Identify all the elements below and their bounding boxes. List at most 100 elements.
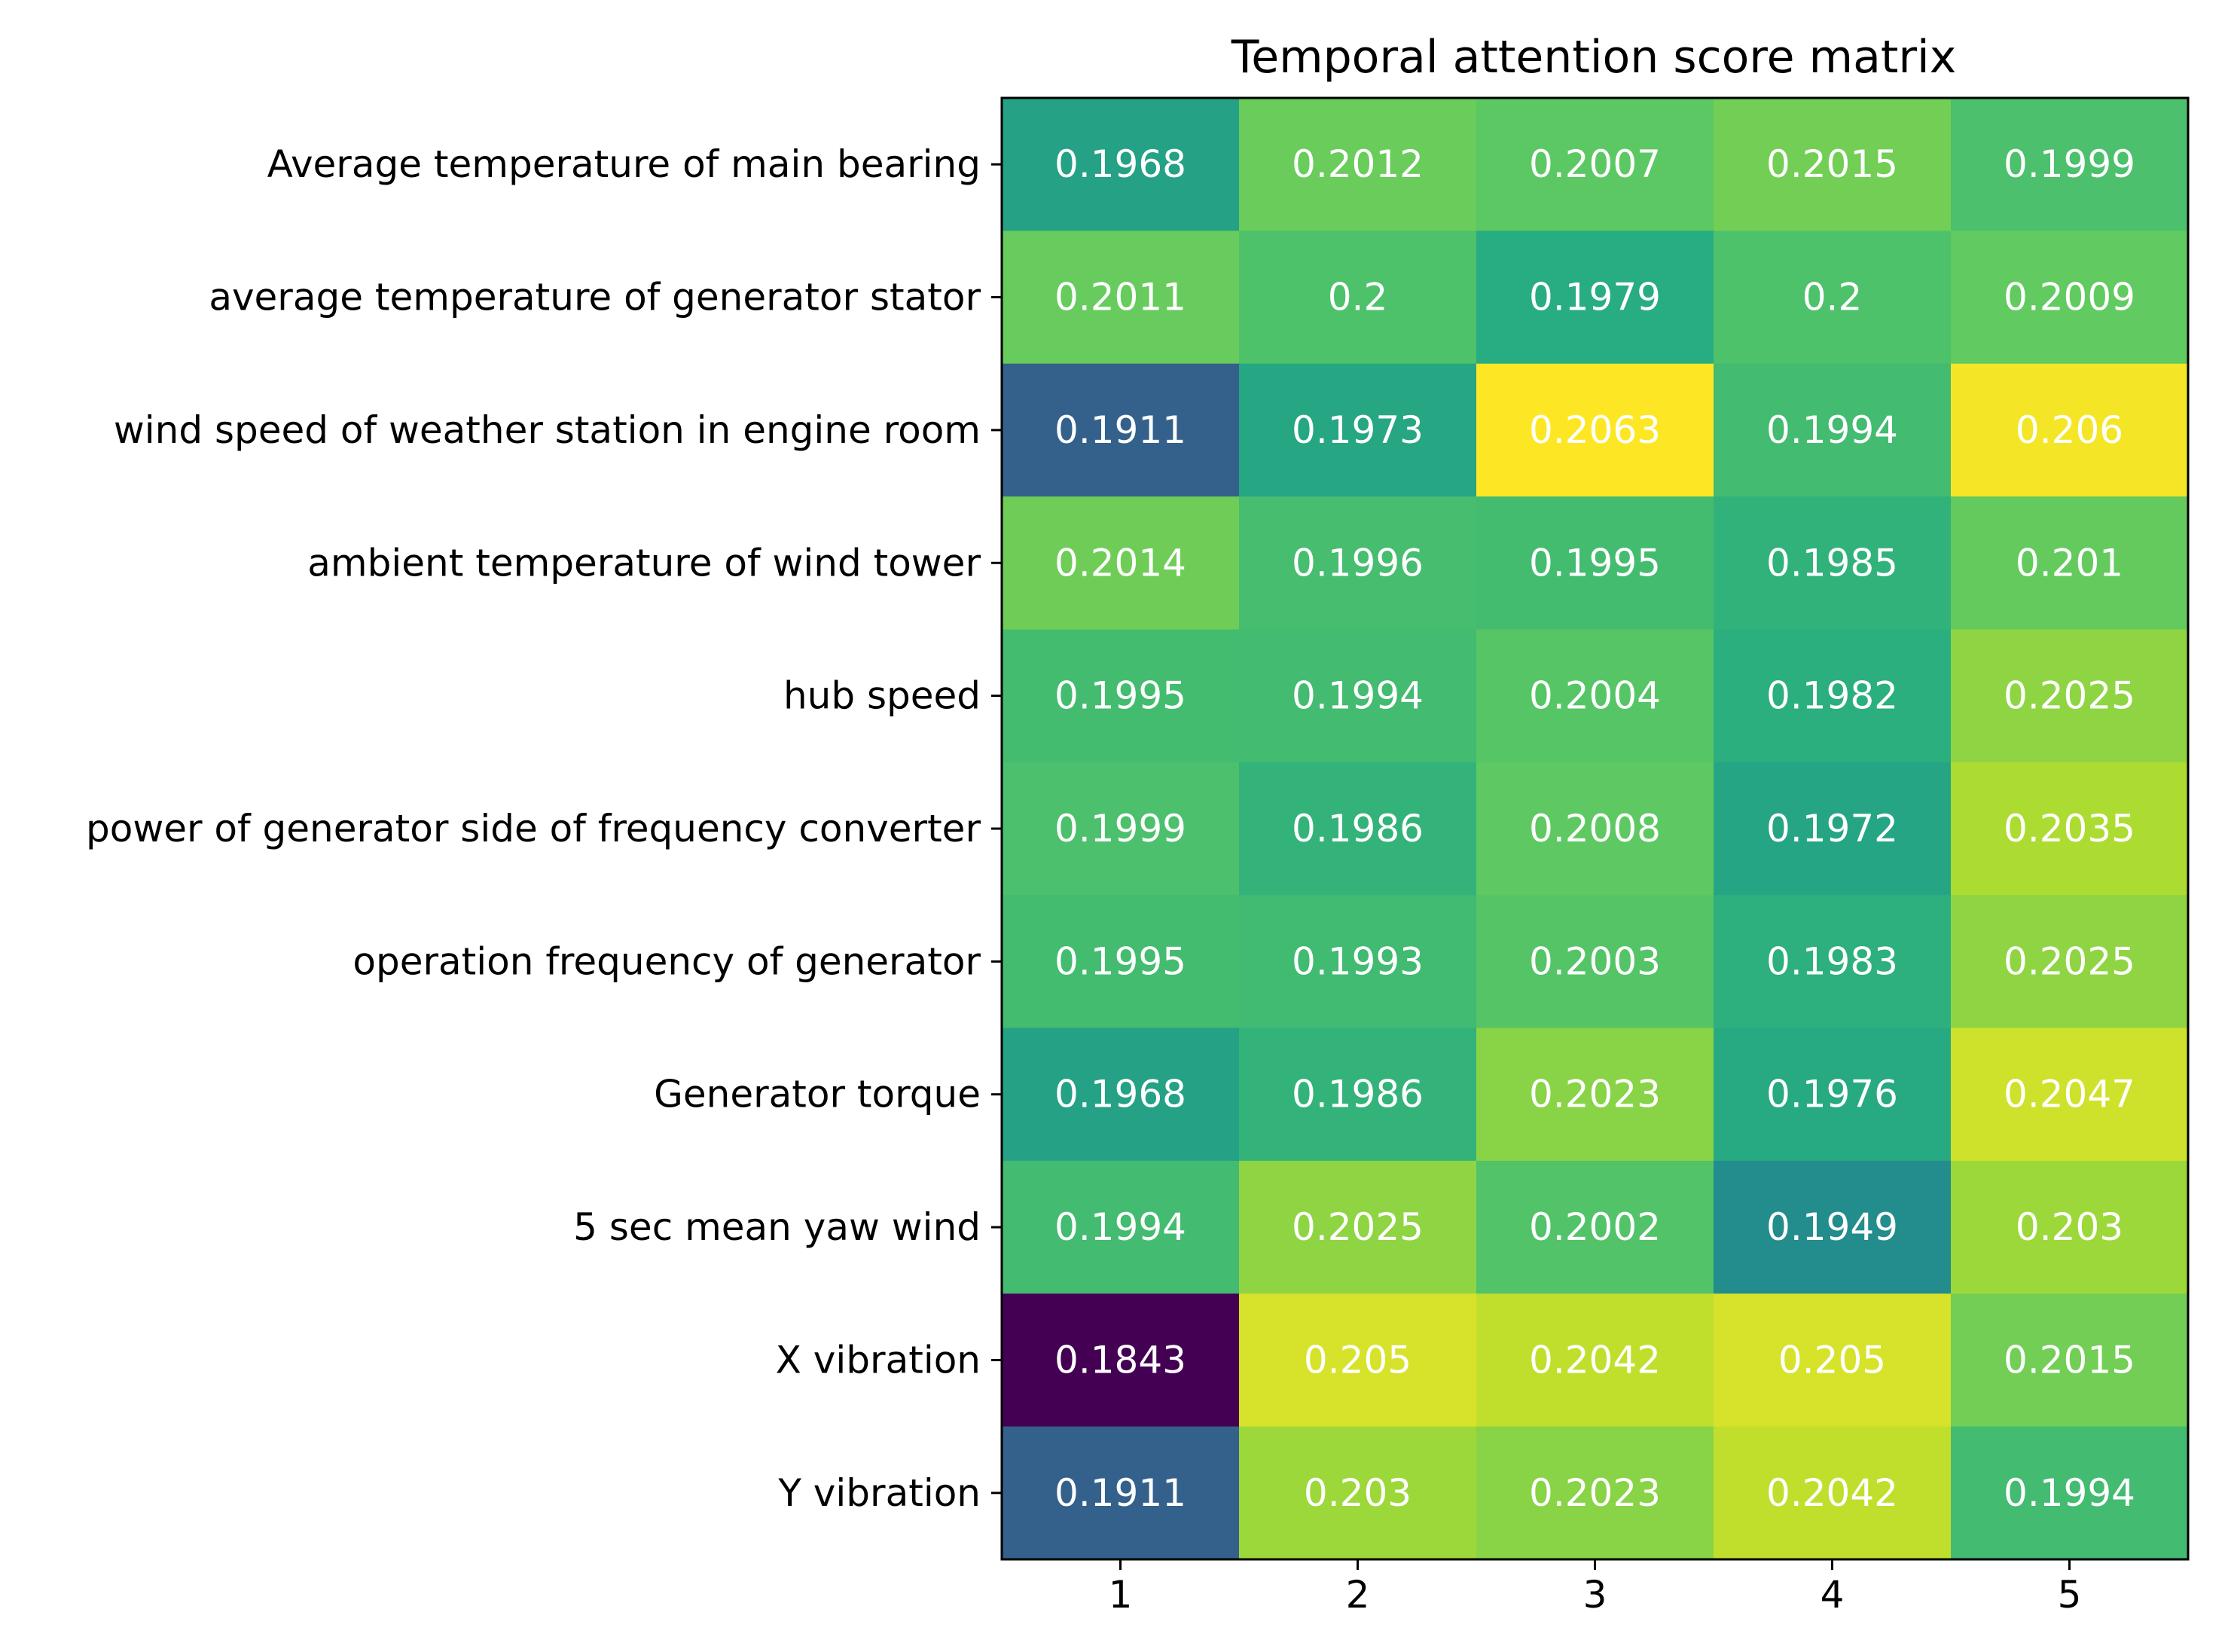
y-tick-label: 5 sec mean yaw wind	[573, 1205, 981, 1249]
heatmap-cell	[1476, 363, 1714, 497]
heatmap-cell	[1951, 98, 2189, 231]
cell-value-label: 0.2042	[1529, 1338, 1661, 1382]
cell-value-label: 0.2015	[1766, 142, 1898, 186]
x-axis: 1 2 3 4 5	[1109, 1559, 2082, 1617]
heatmap-cell	[1476, 98, 1714, 231]
heatmap-cell	[1951, 1293, 2189, 1428]
cell-value-label: 0.1968	[1054, 142, 1186, 186]
heatmap-cell	[1714, 363, 1952, 497]
cell-value-label: 0.2015	[2004, 1338, 2135, 1382]
heatmap-cell	[1476, 231, 1714, 365]
y-axis: Average temperature of main bearing avera…	[86, 142, 1002, 1515]
heatmap-cell	[1476, 1028, 1714, 1162]
heatmap-cell	[1714, 762, 1952, 896]
heatmap-cell	[1714, 1160, 1952, 1294]
cell-value-label: 0.2012	[1292, 142, 1424, 186]
cell-value-label: 0.1985	[1766, 541, 1898, 585]
heatmap-cell	[1951, 496, 2189, 631]
cell-value-label: 0.2025	[2004, 939, 2135, 983]
heatmap-cell	[1239, 496, 1477, 631]
cell-value-label: 0.1911	[1054, 408, 1186, 452]
heatmap-cell	[1239, 1293, 1477, 1428]
cell-value-label: 0.2014	[1054, 541, 1186, 585]
heatmap-cell	[1476, 496, 1714, 631]
heatmap-cell	[1951, 762, 2189, 896]
y-tick-label: Y vibration	[777, 1471, 981, 1515]
heatmap-cell	[1239, 895, 1477, 1029]
heatmap-cell	[1951, 231, 2189, 365]
heatmap-cell	[1002, 1028, 1240, 1162]
cell-value-label: 0.1968	[1054, 1073, 1186, 1116]
cell-value-label: 0.2025	[2004, 674, 2135, 718]
cell-value-label: 0.1983	[1766, 939, 1898, 983]
y-tick-label: hub speed	[783, 674, 981, 718]
heatmap-cell	[1714, 496, 1952, 631]
cell-value-label: 0.1973	[1292, 408, 1424, 452]
cell-value-label: 0.205	[1778, 1338, 1886, 1382]
cell-value-label: 0.1979	[1529, 276, 1661, 319]
cell-value-label: 0.1843	[1054, 1338, 1186, 1382]
cell-value-label: 0.1986	[1292, 807, 1424, 850]
heatmap-cell	[1714, 98, 1952, 231]
heatmap-cell	[1951, 895, 2189, 1029]
cell-value-label: 0.206	[2016, 408, 2123, 452]
cell-value-label: 0.2004	[1529, 674, 1661, 718]
cell-value-label: 0.1995	[1529, 541, 1661, 585]
y-tick-label: wind speed of weather station in engine …	[114, 408, 981, 452]
heatmap-cell	[1951, 363, 2189, 497]
cell-value-label: 0.2047	[2004, 1073, 2135, 1116]
cell-value-label: 0.203	[1304, 1471, 1412, 1515]
heatmap-cell	[1714, 895, 1952, 1029]
heatmap-cell	[1239, 231, 1477, 365]
plot-frame	[1000, 96, 2190, 1561]
cell-value-label: 0.2003	[1529, 939, 1661, 983]
cell-value-label: 0.1995	[1054, 674, 1186, 718]
cell-value-label: 0.2042	[1766, 1471, 1898, 1515]
y-tick-label: X vibration	[776, 1338, 981, 1382]
cell-value-label: 0.1982	[1766, 674, 1898, 718]
y-tick-label: average temperature of generator stator	[209, 276, 981, 319]
heatmap-cell	[1002, 1426, 1240, 1560]
heatmap-cell	[1476, 1293, 1714, 1428]
cell-value-label: 0.2009	[2004, 276, 2135, 319]
cell-value-label: 0.2063	[1529, 408, 1661, 452]
cell-value-label: 0.1999	[1054, 807, 1186, 850]
heatmap-cell	[1002, 629, 1240, 763]
cell-value-label: 0.2025	[1292, 1205, 1424, 1249]
heatmap-cell	[1002, 1160, 1240, 1294]
cell-value-label: 0.1911	[1054, 1471, 1186, 1515]
cell-value-label: 0.2007	[1529, 142, 1661, 186]
cell-value-label: 0.2035	[2004, 807, 2135, 850]
heatmap-cell	[1239, 98, 1477, 231]
cell-value-label: 0.205	[1304, 1338, 1412, 1382]
heatmap-cell	[1002, 231, 1240, 365]
heatmap-cell	[1002, 496, 1240, 631]
heatmap-cell	[1714, 1028, 1952, 1162]
heatmap-cell	[1476, 895, 1714, 1029]
cell-value-label: 0.1972	[1766, 807, 1898, 850]
cell-value-label: 0.2	[1802, 276, 1863, 319]
cell-value-label: 0.2008	[1529, 807, 1661, 850]
cell-value-label: 0.1976	[1766, 1073, 1898, 1116]
heatmap-cell	[1002, 1293, 1240, 1428]
cell-value-label: 0.2	[1328, 276, 1388, 319]
heatmap-cell	[1951, 1426, 2189, 1560]
cell-value-label: 0.1999	[2004, 142, 2135, 186]
heatmap-cell	[1239, 629, 1477, 763]
heatmap-cell	[1239, 363, 1477, 497]
heatmap-cell	[1476, 629, 1714, 763]
cell-value-label: 0.1994	[1292, 674, 1424, 718]
cell-value-label: 0.1949	[1766, 1205, 1898, 1249]
heatmap-cell	[1951, 1028, 2189, 1162]
cell-value-label: 0.1993	[1292, 939, 1424, 983]
heatmap-cell	[1476, 1160, 1714, 1294]
chart-title: Temporal attention score matrix	[1231, 31, 1956, 84]
y-tick-label: power of generator side of frequency con…	[86, 807, 981, 850]
heatmap-cells	[1002, 98, 2189, 1560]
x-tick-label: 5	[2058, 1573, 2082, 1617]
x-tick-label: 3	[1583, 1573, 1607, 1617]
cell-value-label: 0.2002	[1529, 1205, 1661, 1249]
heatmap-cell	[1239, 1028, 1477, 1162]
cell-value-label: 0.2023	[1529, 1073, 1661, 1116]
